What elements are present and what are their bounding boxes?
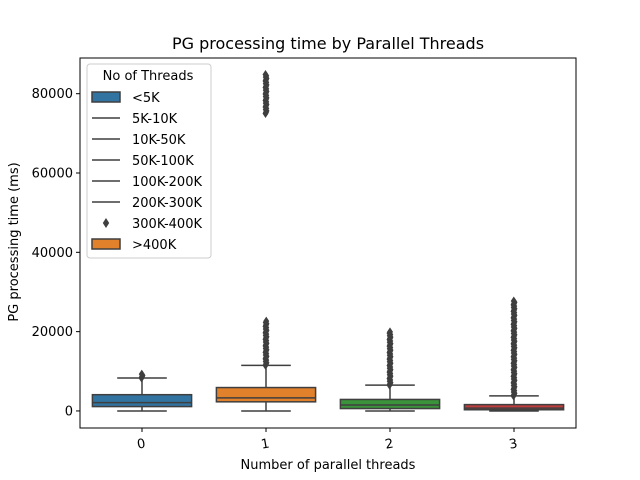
legend-diamond [102, 218, 110, 228]
x-tick-label: 1 [260, 436, 271, 452]
box-group-3 [463, 296, 565, 412]
x-axis: 0 1 2 3 [136, 428, 519, 453]
box-group-1 [215, 70, 317, 412]
legend-title: No of Threads [103, 69, 194, 84]
legend-frame [86, 63, 212, 259]
y-tick-label: 0 [65, 404, 73, 419]
box [91, 393, 193, 408]
box [339, 398, 441, 410]
y-tick-label: 60000 [32, 167, 73, 182]
legend-label: 300K-400K [132, 217, 202, 232]
legend-swatch [91, 238, 121, 250]
legend-label: <5K [132, 91, 160, 106]
legend: No of Threads <5K 5K-10K 10K-50K 50K-100K 100… [86, 63, 212, 259]
box-group-2 [339, 327, 441, 412]
y-tick-label: 80000 [32, 87, 73, 102]
legend-label: 200K-300K [132, 196, 202, 211]
box-group-0 [91, 369, 193, 412]
legend-label: 50K-100K [132, 154, 194, 169]
outlier-point [510, 296, 517, 306]
y-tick-label: 40000 [32, 246, 73, 261]
y-axis: 0 20000 40000 60000 80000 [32, 87, 80, 419]
x-tick-label: 0 [136, 436, 147, 452]
y-axis-label: PG processing time (ms) [7, 162, 22, 321]
box [463, 403, 565, 411]
axes-frame [79, 57, 577, 429]
outlier-point [262, 70, 269, 80]
chart-title: PG processing time by Parallel Threads [172, 34, 484, 53]
x-tick-label: 3 [508, 436, 519, 452]
legend-label: >400K [132, 238, 177, 253]
outlier-point [387, 327, 393, 337]
outlier-point [263, 316, 270, 326]
plot-area [91, 70, 565, 412]
outlier-point [138, 369, 145, 379]
legend-swatch [91, 91, 121, 103]
box [215, 386, 317, 403]
x-tick-label: 2 [384, 436, 395, 452]
x-axis-label: Number of parallel threads [241, 458, 416, 473]
legend-label: 10K-50K [132, 133, 186, 148]
y-tick-label: 20000 [32, 325, 73, 340]
legend-label: 100K-200K [132, 175, 202, 190]
legend-label: 5K-10K [132, 112, 178, 127]
